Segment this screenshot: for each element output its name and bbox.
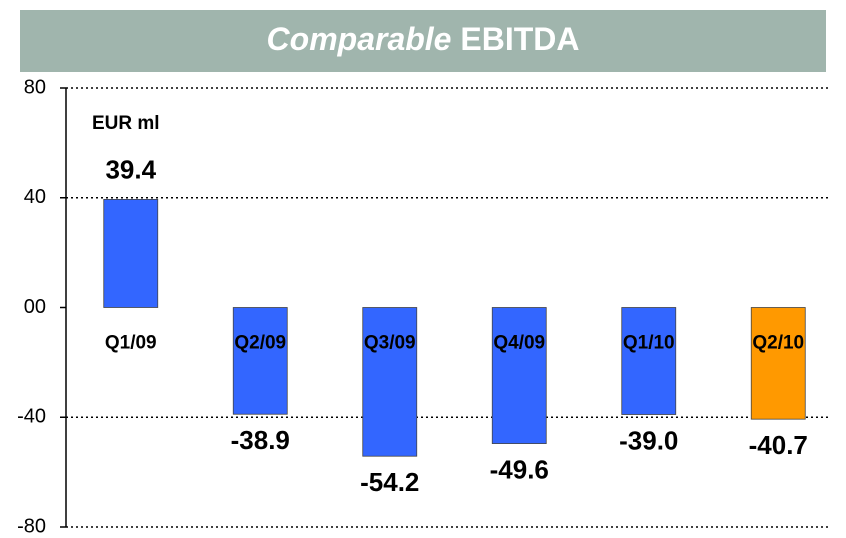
bar bbox=[362, 307, 418, 457]
value-label: 39.4 bbox=[105, 154, 156, 184]
y-tick-label: 00 bbox=[24, 296, 46, 318]
x-tick-label: Q3/09 bbox=[364, 333, 416, 354]
value-label: -39.0 bbox=[619, 425, 678, 455]
value-label: -38.9 bbox=[231, 425, 290, 455]
y-tick-label: -80 bbox=[17, 515, 46, 537]
y-tick-label: 80 bbox=[24, 76, 46, 98]
chart-title: Comparable EBITDA bbox=[267, 21, 580, 57]
unit-label: EUR ml bbox=[92, 113, 160, 134]
title-main: EBITDA bbox=[460, 21, 579, 57]
x-tick-label: Q4/09 bbox=[493, 333, 545, 354]
x-tick-label: Q1/10 bbox=[623, 333, 675, 354]
bar bbox=[232, 307, 288, 415]
bar bbox=[103, 198, 159, 308]
y-tick-label: 40 bbox=[24, 186, 46, 208]
value-label: -40.7 bbox=[749, 430, 808, 460]
y-tick-label: -40 bbox=[17, 406, 46, 428]
bar bbox=[750, 307, 806, 420]
x-tick-label: Q1/09 bbox=[105, 333, 157, 354]
value-label: -54.2 bbox=[360, 467, 419, 497]
value-label: -49.6 bbox=[490, 454, 549, 484]
x-tick-label: Q2/09 bbox=[234, 333, 286, 354]
x-tick-label: Q2/10 bbox=[752, 333, 804, 354]
title-prefix: Comparable bbox=[267, 21, 452, 57]
title-band bbox=[20, 10, 826, 72]
bar bbox=[621, 307, 677, 415]
bar bbox=[491, 307, 547, 444]
